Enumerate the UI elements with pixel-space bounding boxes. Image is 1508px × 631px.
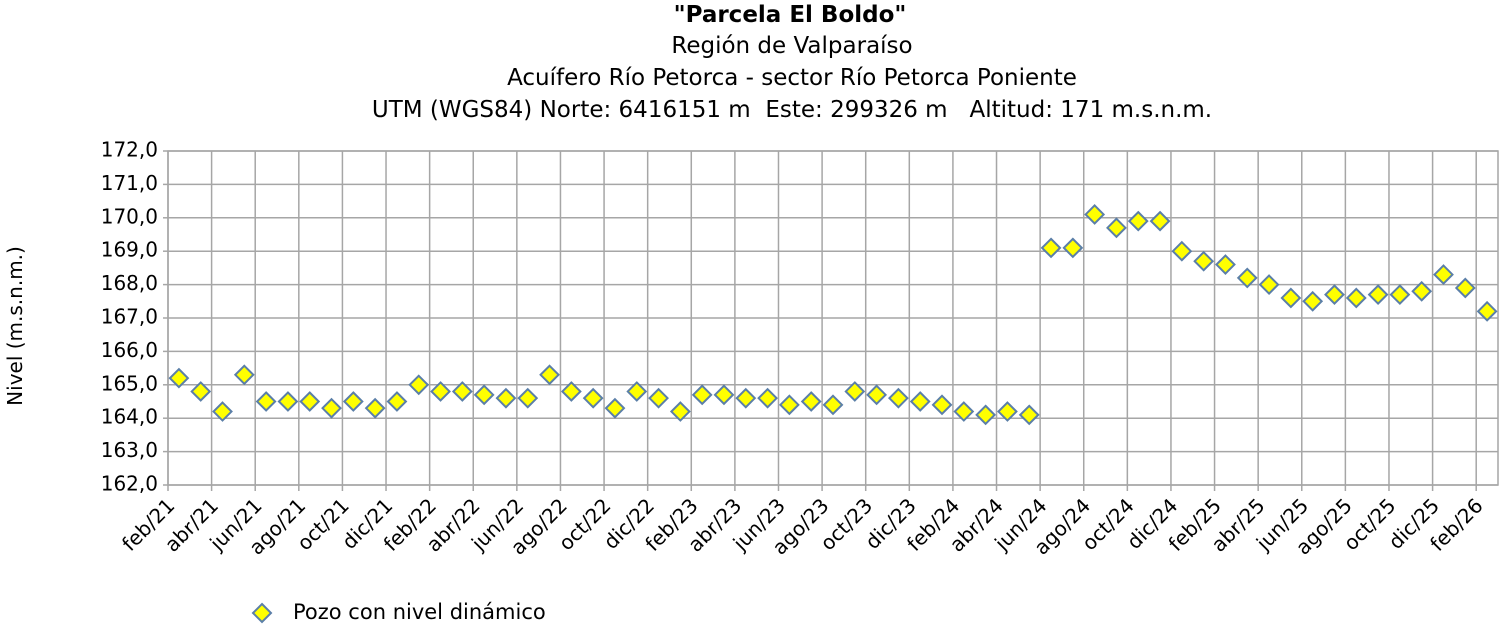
y-tick-label: 172,0 [101,138,158,162]
data-point [648,387,669,409]
data-point [844,381,866,402]
chart-subtitle: UTM (WGS84) Norte: 6416151 m Este: 29932… [372,97,1212,123]
data-point [299,391,321,412]
data-point [539,364,560,386]
data-point [1193,250,1215,272]
data-point [364,397,386,419]
data-point [953,401,975,422]
data-point [255,391,277,412]
data-point [1062,237,1084,259]
y-axis-label: Nivel (m.s.n.m.) [3,246,27,406]
legend-label: Pozo con nivel dinámico [293,600,546,624]
data-point [713,384,735,406]
data-point [975,404,997,426]
y-tick-label: 164,0 [101,405,158,429]
chart-title: "Parcela El Boldo" [674,2,907,28]
data-point [277,391,299,412]
data-point [321,397,342,419]
data-point [735,387,757,409]
data-point [190,381,212,402]
y-tick-label: 167,0 [101,305,158,329]
y-tick-label: 169,0 [101,238,158,262]
data-point [931,394,953,416]
chart-subtitle: Región de Valparaíso [671,33,912,59]
data-point [1215,254,1236,275]
data-point [517,387,539,409]
legend-marker [251,602,273,624]
data-point [1345,287,1367,309]
plot-frame [167,150,1499,486]
data-point [997,401,1018,422]
data-point [626,381,648,402]
data-point [800,391,822,412]
data-point [1171,240,1193,262]
data-point [1236,267,1258,289]
data-point [1454,277,1476,299]
y-tick-label: 171,0 [101,171,158,195]
data-point [1106,217,1127,239]
data-point [691,384,713,406]
data-point [757,387,779,409]
y-tick-label: 162,0 [101,472,158,496]
chart-subtitle: Acuífero Río Petorca - sector Río Petorc… [507,65,1077,91]
data-point [669,401,691,422]
data-point [1280,287,1302,309]
data-point [1476,300,1498,322]
data-point [233,364,255,386]
data-point [473,384,495,406]
data-point [408,374,430,396]
data-point [168,367,190,389]
data-point [1127,210,1149,232]
data-point [212,401,233,422]
data-point [1040,237,1062,259]
data-point [822,394,844,416]
y-tick-label: 166,0 [101,338,158,362]
data-point [604,397,626,419]
data-point [1258,274,1280,296]
data-point [909,391,931,412]
data-point [1367,284,1389,306]
data-point [1389,284,1411,306]
data-point [866,384,888,406]
data-point [1149,210,1171,232]
data-point [1433,264,1454,285]
data-point [430,381,451,402]
data-point [386,391,408,412]
y-tick-label: 168,0 [101,271,158,295]
data-point [1018,404,1040,426]
data-point [1302,290,1324,312]
data-point [582,387,604,409]
data-point [342,391,364,412]
y-tick-label: 170,0 [101,204,158,228]
data-point [1411,280,1433,302]
data-point [560,381,582,402]
data-point [1324,284,1345,306]
data-point [495,387,517,409]
y-tick-label: 163,0 [101,438,158,462]
data-point [1084,204,1106,225]
y-tick-label: 165,0 [101,371,158,395]
data-point [887,387,909,409]
data-point [778,394,800,416]
data-point [451,381,473,402]
